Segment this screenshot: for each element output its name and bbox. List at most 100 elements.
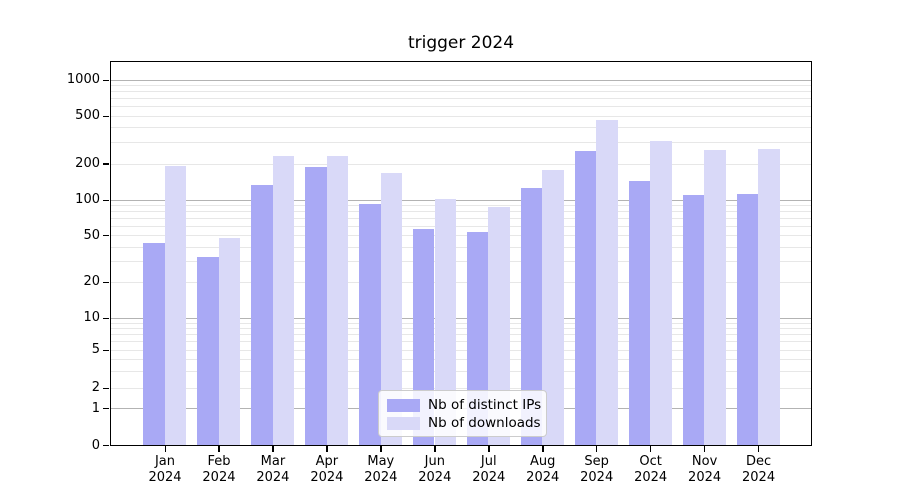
bar-distinct-ips-sep bbox=[574, 150, 597, 446]
gridline-minor bbox=[111, 387, 811, 389]
y-tick-mark bbox=[103, 235, 109, 237]
x-tick-mark bbox=[650, 446, 652, 452]
bar-downloads-sep bbox=[596, 119, 618, 446]
y-tick-mark bbox=[103, 163, 109, 165]
x-tick-mark bbox=[434, 446, 436, 452]
bar-distinct-ips-apr bbox=[304, 166, 327, 446]
x-tick-label-may: May 2024 bbox=[364, 454, 398, 485]
y-tick-label-5: 5 bbox=[91, 342, 100, 357]
bar-downloads-jan bbox=[164, 165, 187, 446]
bar-distinct-ips-may bbox=[358, 203, 381, 446]
x-tick-label-jan: Jan 2024 bbox=[148, 454, 182, 485]
x-tick-mark bbox=[488, 446, 490, 452]
x-tick-mark bbox=[380, 446, 382, 452]
legend: Nb of distinct IPs Nb of downloads bbox=[378, 390, 547, 437]
gridline-minor bbox=[111, 358, 811, 360]
legend-entry-distinct-ips: Nb of distinct IPs bbox=[387, 396, 542, 414]
bar-distinct-ips-jan bbox=[143, 242, 165, 446]
bar-downloads-jun bbox=[434, 198, 457, 446]
bar-distinct-ips-oct bbox=[628, 180, 651, 446]
y-tick-label-500: 500 bbox=[75, 108, 100, 124]
y-tick-mark bbox=[103, 387, 109, 389]
gridline-minor bbox=[111, 334, 811, 336]
gridline-minor bbox=[111, 98, 811, 100]
x-tick-label-nov: Nov 2024 bbox=[688, 454, 722, 485]
gridline-minor bbox=[111, 328, 811, 329]
bar-downloads-oct bbox=[650, 140, 672, 446]
y-tick-label-0: 0 bbox=[91, 437, 100, 453]
y-tick-label-20: 20 bbox=[83, 274, 100, 290]
y-tick-mark bbox=[103, 445, 109, 447]
gridline-minor bbox=[111, 235, 811, 237]
bar-downloads-mar bbox=[272, 156, 295, 446]
chart-title: trigger 2024 bbox=[407, 33, 515, 53]
gridline-minor bbox=[111, 217, 811, 219]
gridline-minor bbox=[111, 205, 811, 207]
bar-distinct-ips-feb bbox=[197, 256, 219, 446]
bar-distinct-ips-mar bbox=[251, 184, 273, 446]
bar-distinct-ips-nov bbox=[682, 195, 705, 446]
y-tick-mark bbox=[103, 349, 109, 351]
y-tick-label-10: 10 bbox=[83, 310, 100, 325]
x-tick-mark bbox=[596, 446, 598, 452]
gridline-minor bbox=[111, 282, 811, 284]
legend-swatch-distinct-ips bbox=[387, 398, 420, 412]
y-tick-mark bbox=[103, 79, 109, 81]
y-tick-label-1000: 1000 bbox=[66, 72, 100, 87]
y-tick-label-200: 200 bbox=[75, 155, 100, 171]
x-tick-mark bbox=[218, 446, 220, 452]
x-tick-mark bbox=[272, 446, 274, 452]
x-tick-label-dec: Dec 2024 bbox=[742, 454, 776, 485]
y-tick-mark bbox=[103, 115, 109, 117]
legend-entry-downloads: Nb of downloads bbox=[387, 414, 541, 432]
gridline-minor bbox=[111, 127, 811, 129]
x-tick-mark bbox=[758, 446, 760, 452]
gridline-minor bbox=[111, 349, 811, 351]
bar-downloads-jul bbox=[488, 206, 511, 446]
x-tick-label-oct: Oct 2024 bbox=[634, 454, 668, 485]
plot-area bbox=[110, 61, 812, 446]
gridline-major bbox=[111, 199, 811, 201]
x-tick-label-apr: Apr 2024 bbox=[310, 454, 344, 485]
bar-downloads-aug bbox=[542, 169, 564, 446]
gridline-minor bbox=[111, 261, 811, 263]
gridline-major bbox=[111, 317, 811, 319]
gridline-minor bbox=[111, 246, 811, 248]
y-tick-mark bbox=[103, 408, 109, 410]
x-tick-label-aug: Aug 2024 bbox=[526, 454, 560, 485]
y-tick-mark bbox=[103, 317, 109, 319]
gridline-major bbox=[111, 79, 811, 81]
gridline-minor bbox=[111, 115, 811, 117]
y-tick-label-2: 2 bbox=[91, 380, 100, 395]
x-tick-label-jul: Jul 2024 bbox=[472, 454, 506, 485]
bar-downloads-feb bbox=[218, 238, 241, 446]
x-tick-mark bbox=[542, 446, 544, 452]
x-tick-label-sep: Sep 2024 bbox=[580, 454, 614, 485]
bar-distinct-ips-dec bbox=[736, 193, 759, 446]
legend-swatch-downloads bbox=[387, 416, 420, 430]
gridline-minor bbox=[111, 225, 811, 227]
legend-label-downloads: Nb of downloads bbox=[428, 415, 541, 431]
bar-downloads-may bbox=[380, 172, 403, 446]
bar-distinct-ips-aug bbox=[520, 187, 543, 446]
y-tick-label-1: 1 bbox=[91, 400, 100, 416]
gridline-minor bbox=[111, 106, 811, 108]
bar-downloads-dec bbox=[758, 148, 780, 446]
x-tick-mark bbox=[326, 446, 328, 452]
gridline-minor bbox=[111, 341, 811, 343]
legend-label-distinct-ips: Nb of distinct IPs bbox=[428, 397, 542, 413]
gridline-minor bbox=[111, 322, 811, 324]
gridline-minor bbox=[111, 163, 811, 165]
bar-downloads-apr bbox=[326, 156, 349, 446]
gridline-minor bbox=[111, 370, 811, 372]
x-tick-label-jun: Jun 2024 bbox=[418, 454, 452, 485]
x-tick-label-mar: Mar 2024 bbox=[256, 454, 290, 485]
gridline-minor bbox=[111, 142, 811, 144]
y-tick-mark bbox=[103, 199, 109, 201]
gridline-minor bbox=[111, 85, 811, 87]
x-tick-label-feb: Feb 2024 bbox=[202, 454, 236, 485]
y-tick-mark bbox=[103, 281, 109, 284]
y-tick-label-100: 100 bbox=[75, 192, 100, 207]
gridline-minor bbox=[111, 91, 811, 93]
